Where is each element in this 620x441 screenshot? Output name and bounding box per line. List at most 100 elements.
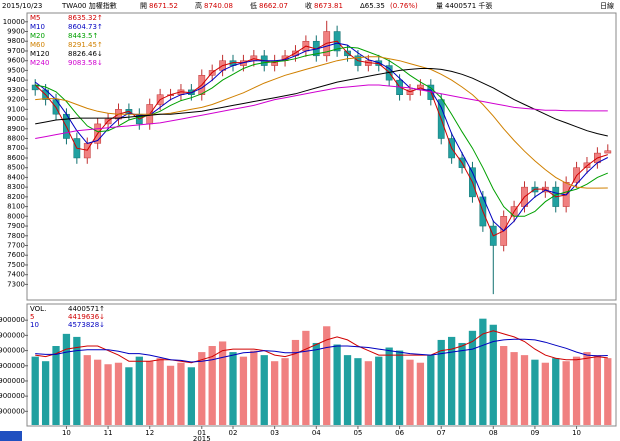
volume-bar bbox=[146, 361, 154, 425]
header-value: 8740.08 bbox=[204, 2, 233, 10]
x-tick-label: 08 bbox=[489, 429, 498, 437]
volume-bar bbox=[593, 355, 602, 425]
volume-bar bbox=[541, 362, 549, 425]
y-tick-label: 8900 bbox=[7, 125, 25, 133]
volume-bar bbox=[354, 358, 362, 425]
y-tick-label: 3900000 bbox=[0, 362, 25, 370]
y-tick-label: 9200 bbox=[7, 96, 25, 104]
volume-bar bbox=[468, 330, 477, 425]
y-tick-label: 6900000 bbox=[0, 316, 25, 324]
legend-name: M240 bbox=[30, 59, 49, 67]
x-tick-label: 11 bbox=[104, 429, 113, 437]
y-tick-label: 7900 bbox=[7, 222, 25, 230]
y-tick-label: 5900000 bbox=[0, 331, 25, 339]
header-value: (0.76%) bbox=[390, 2, 418, 10]
volume-bar bbox=[198, 352, 206, 425]
x-tick-label: 02 bbox=[229, 429, 238, 437]
y-tick-label: 8300 bbox=[7, 183, 25, 191]
y-tick-label: 7700 bbox=[7, 242, 25, 250]
volume-bar bbox=[291, 339, 300, 425]
price-frame bbox=[26, 12, 617, 301]
legend-name: 10 bbox=[30, 321, 39, 329]
year-label: 2015 bbox=[193, 435, 211, 441]
y-tick-label: 9700 bbox=[7, 47, 25, 55]
volume-bar bbox=[177, 362, 185, 425]
y-tick-label: 7300 bbox=[7, 280, 25, 288]
x-tick-label: 06 bbox=[395, 429, 404, 437]
volume-bar bbox=[229, 352, 237, 425]
volume-bar bbox=[395, 350, 404, 425]
header-value: 8673.81 bbox=[314, 2, 343, 10]
candle-body bbox=[604, 150, 612, 154]
volume-bar bbox=[52, 346, 60, 425]
y-tick-label: 2900000 bbox=[0, 377, 25, 385]
legend-value: 4419636↓ bbox=[68, 313, 105, 321]
legend-value: 9083.58↓ bbox=[68, 59, 103, 67]
period: 日線 bbox=[600, 1, 614, 10]
volume-frame bbox=[26, 303, 617, 427]
x-tick-label: 10 bbox=[62, 429, 71, 437]
volume-bar bbox=[156, 358, 164, 425]
y-tick-label: 10000 bbox=[3, 18, 25, 26]
y-tick-label: 9600 bbox=[7, 57, 25, 65]
corner-button[interactable] bbox=[0, 431, 22, 441]
volume-bar bbox=[520, 355, 529, 425]
symbol: TWA00 加權指數 bbox=[61, 1, 117, 10]
y-tick-label: 8400 bbox=[7, 173, 25, 181]
legend-value: 4400571↑ bbox=[68, 305, 105, 313]
y-tick-label: 7600 bbox=[7, 251, 25, 259]
volume-bar bbox=[406, 359, 414, 425]
volume-bar bbox=[583, 352, 591, 425]
x-tick-label: 03 bbox=[270, 429, 279, 437]
header-label: 高 bbox=[195, 1, 202, 10]
volume-bar bbox=[83, 355, 91, 425]
volume-bar bbox=[41, 361, 50, 425]
volume-bar bbox=[323, 326, 331, 425]
volume-bar bbox=[312, 342, 320, 425]
y-tick-label: 8700 bbox=[7, 144, 25, 152]
header-label: 收 bbox=[305, 1, 312, 10]
volume-bar bbox=[479, 318, 487, 425]
y-tick-label: 1900000 bbox=[0, 392, 25, 400]
header-label: 量 bbox=[436, 2, 443, 10]
header-value: 4400571 千張 bbox=[445, 1, 492, 10]
legend-name: M120 bbox=[30, 50, 49, 58]
volume-bar bbox=[208, 346, 216, 425]
header-value: 8671.52 bbox=[149, 2, 178, 10]
y-tick-label: 900000 bbox=[0, 407, 25, 415]
volume-bar bbox=[572, 356, 581, 425]
y-tick-label: 7800 bbox=[7, 232, 25, 240]
x-tick-label: 07 bbox=[437, 429, 446, 437]
volume-bar bbox=[510, 352, 518, 425]
volume-bar bbox=[281, 358, 289, 425]
volume-bar bbox=[135, 356, 143, 425]
y-tick-label: 7500 bbox=[7, 261, 25, 269]
volume-bar bbox=[604, 358, 612, 425]
ma-line bbox=[35, 84, 608, 139]
volume-bar bbox=[489, 324, 497, 425]
volume-bar bbox=[427, 355, 435, 425]
legend-value: 8826.46↓ bbox=[68, 50, 103, 58]
ma-line bbox=[35, 330, 608, 364]
y-tick-label: 8100 bbox=[7, 203, 25, 211]
header-label: 開 bbox=[140, 2, 147, 10]
volume-bar bbox=[500, 346, 508, 425]
volume-bar bbox=[416, 362, 425, 425]
y-tick-label: 9800 bbox=[7, 37, 25, 45]
y-tick-label: 9300 bbox=[7, 86, 25, 94]
y-tick-label: 9400 bbox=[7, 76, 25, 84]
volume-bar bbox=[343, 355, 352, 425]
volume-bar bbox=[239, 356, 248, 425]
volume-bar bbox=[104, 364, 112, 425]
y-tick-label: 4900000 bbox=[0, 347, 25, 355]
legend-value: 8635.32↑ bbox=[68, 14, 103, 22]
legend-value: 4573828↓ bbox=[68, 321, 105, 329]
volume-bar bbox=[552, 358, 560, 425]
volume-bar bbox=[125, 367, 133, 425]
header-label: 低 bbox=[250, 1, 257, 10]
legend-name: M60 bbox=[30, 41, 45, 49]
volume-bar bbox=[385, 347, 393, 425]
ma-line bbox=[35, 46, 608, 217]
volume-bar bbox=[218, 341, 227, 425]
